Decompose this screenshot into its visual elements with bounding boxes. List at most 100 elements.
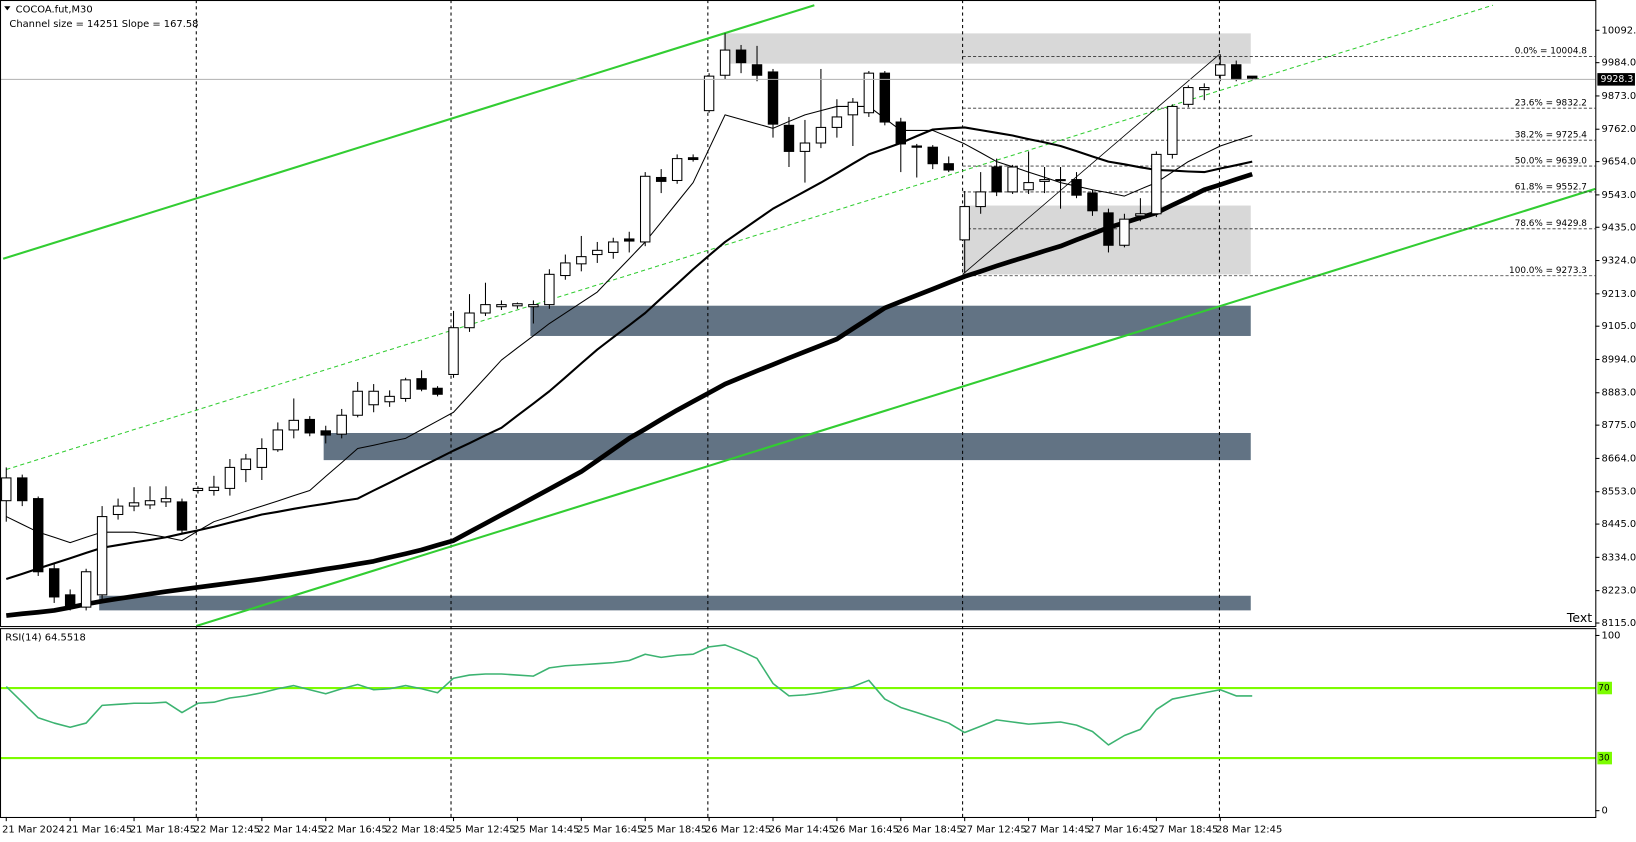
y-tick-label: 100 bbox=[1602, 630, 1621, 641]
candle-body bbox=[655, 176, 667, 182]
fib-label: 23.6% = 9832.2 bbox=[1515, 98, 1587, 108]
y-tick-label: 9213.0 bbox=[1602, 289, 1636, 300]
y-tick-label: 8994.0 bbox=[1602, 354, 1636, 365]
subtitle: Channel size = 14251 Slope = 167.58 bbox=[9, 19, 198, 30]
candle-body bbox=[767, 71, 779, 125]
candle-body bbox=[1151, 153, 1162, 215]
candle-body bbox=[304, 418, 315, 434]
y-tick-label: 8223.0 bbox=[1602, 586, 1636, 597]
candle-body bbox=[432, 387, 443, 395]
candle-body bbox=[879, 72, 891, 123]
candle-body bbox=[959, 206, 970, 241]
x-tick-label: 26 Mar 16:45 bbox=[833, 824, 899, 835]
candle-body bbox=[815, 126, 827, 144]
candle-body bbox=[847, 101, 859, 116]
y-tick-label: 8553.0 bbox=[1602, 487, 1636, 498]
candle-body bbox=[592, 249, 603, 256]
candle-body bbox=[576, 256, 587, 265]
candle-body bbox=[240, 458, 252, 471]
last-price-label: 9928.3 bbox=[1601, 74, 1634, 85]
candle-body bbox=[1215, 64, 1226, 76]
rsi-title: RSI(14) 64.5518 bbox=[5, 633, 86, 644]
candle-body bbox=[496, 304, 507, 308]
y-tick-label: 9984.0 bbox=[1602, 58, 1636, 69]
candle-body bbox=[1246, 75, 1258, 79]
candle-body bbox=[687, 157, 699, 161]
candle-body bbox=[480, 304, 491, 314]
candle-body bbox=[560, 262, 571, 277]
x-tick-label: 27 Mar 14:45 bbox=[1024, 824, 1090, 835]
fib-label: 38.2% = 9725.4 bbox=[1515, 130, 1588, 140]
moving-average bbox=[5, 126, 1253, 580]
candle-body bbox=[448, 327, 459, 375]
menu-triangle[interactable] bbox=[4, 6, 11, 11]
candle-body bbox=[608, 241, 619, 253]
y-tick-label: 8115.0 bbox=[1602, 618, 1636, 629]
fib-label: 100.0% = 9273.3 bbox=[1509, 266, 1587, 276]
level-box bbox=[1597, 681, 1612, 695]
zone bbox=[323, 432, 1251, 461]
candle-body bbox=[991, 166, 1002, 193]
x-tick-label: 22 Mar 12:45 bbox=[194, 824, 260, 835]
candle-body bbox=[1071, 179, 1082, 196]
candle-body bbox=[320, 430, 331, 436]
x-tick-label: 25 Mar 16:45 bbox=[577, 824, 643, 835]
candle-body bbox=[703, 75, 715, 112]
candle-body bbox=[639, 175, 651, 243]
candle-body bbox=[975, 191, 986, 208]
candle-body bbox=[48, 568, 60, 598]
candle-body bbox=[176, 501, 188, 531]
candle-body bbox=[895, 121, 907, 145]
candle-body bbox=[32, 498, 44, 573]
annotation: Text bbox=[1566, 610, 1592, 625]
candle-body bbox=[352, 390, 363, 416]
candle-body bbox=[96, 516, 108, 596]
candle-body bbox=[1055, 179, 1066, 182]
x-tick-label: 21 Mar 18:45 bbox=[130, 824, 196, 835]
y-tick-label: 8334.0 bbox=[1602, 552, 1636, 563]
candle-body bbox=[224, 466, 236, 489]
x-tick-label: 26 Mar 14:45 bbox=[769, 824, 835, 835]
candle-body bbox=[192, 487, 204, 492]
candle-body bbox=[719, 49, 731, 76]
candle-body bbox=[64, 594, 76, 608]
chart-title: COCOA.fut,M30 bbox=[16, 4, 93, 15]
x-tick-label: 22 Mar 16:45 bbox=[322, 824, 388, 835]
candle-body bbox=[112, 505, 124, 516]
candle-body bbox=[911, 145, 922, 148]
y-tick-label: 0 bbox=[1602, 806, 1608, 817]
x-tick-label: 25 Mar 14:45 bbox=[513, 824, 579, 835]
moving-average bbox=[6, 171, 1253, 618]
frame bbox=[0, 0, 1597, 819]
price-panel-frame bbox=[0, 0, 1597, 628]
y-tick-label: 9105.0 bbox=[1602, 321, 1636, 332]
candle-body bbox=[416, 378, 427, 390]
candle-body bbox=[943, 163, 954, 171]
candle-body bbox=[799, 142, 811, 152]
candle-body bbox=[17, 477, 28, 502]
channel bbox=[2, 4, 1596, 628]
candle-body bbox=[464, 312, 475, 329]
fib-label: 78.6% = 9429.8 bbox=[1515, 219, 1588, 229]
candle-body bbox=[1167, 105, 1178, 155]
y-tick-label: 8883.0 bbox=[1602, 388, 1636, 399]
candle-body bbox=[831, 116, 843, 128]
last-price-box bbox=[1597, 73, 1635, 86]
y-tick-label: 9762.0 bbox=[1602, 124, 1636, 135]
y-tick-label: 10092.0 bbox=[1602, 25, 1636, 36]
candle-body bbox=[1087, 192, 1098, 212]
candle-body bbox=[1199, 87, 1210, 91]
candle-body bbox=[1007, 166, 1018, 193]
candle-body bbox=[1, 477, 12, 502]
candle-body bbox=[735, 49, 747, 64]
rsi-panel-frame bbox=[0, 628, 1597, 819]
fib-label: 0.0% = 10004.8 bbox=[1515, 47, 1588, 57]
candle-body bbox=[1103, 212, 1114, 246]
candle-body bbox=[544, 273, 555, 306]
channel-lower bbox=[195, 187, 1596, 628]
candle-body bbox=[927, 146, 938, 165]
rsi-line bbox=[5, 644, 1253, 746]
candle-body bbox=[256, 448, 268, 468]
candle-body bbox=[80, 571, 92, 608]
candle-body bbox=[288, 419, 300, 431]
